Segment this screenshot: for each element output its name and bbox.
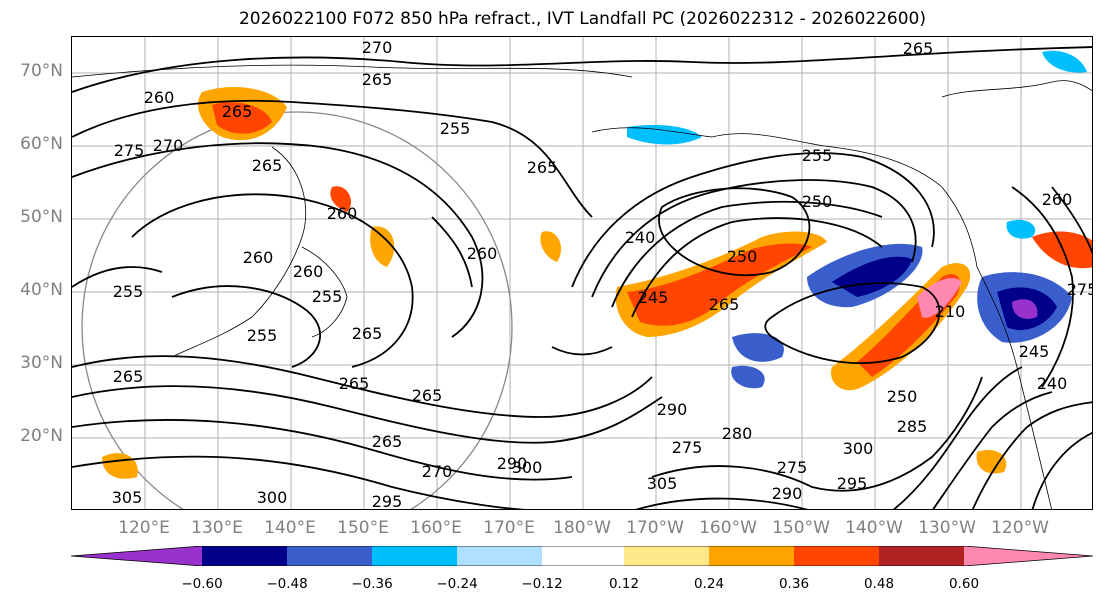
colorbar-segment	[71, 546, 202, 566]
contour-label: 270	[422, 462, 453, 481]
contour-label: 280	[722, 424, 753, 443]
colorbar-tick-label: 0.36	[778, 576, 810, 592]
contour-label: 245	[638, 288, 669, 307]
colorbar-tick-label: −0.36	[351, 576, 393, 592]
contour-label: 265	[252, 156, 283, 175]
colorbar-segment	[457, 546, 542, 566]
contour-label: 260	[293, 262, 324, 281]
contour-label: 270	[362, 38, 393, 57]
lon-label: 150°W	[772, 518, 830, 538]
lon-label: 140°W	[845, 518, 903, 538]
contour-label: 255	[312, 287, 343, 306]
contour-label: 295	[837, 474, 868, 493]
contour-label: 285	[897, 417, 928, 436]
contour-label: 265	[372, 432, 403, 451]
contour-label: 250	[887, 387, 918, 406]
colorbar-tick-label: 0.60	[948, 576, 980, 592]
contour-label: 305	[647, 474, 678, 493]
contour-label: 255	[440, 119, 471, 138]
colorbar-tick-label: 0.48	[863, 576, 895, 592]
contour-label: 265	[352, 324, 383, 343]
contour-label: 275	[1067, 280, 1093, 299]
colorbar-segment	[964, 546, 1093, 566]
contour-label: 300	[843, 439, 874, 458]
contour-label: 250	[802, 192, 833, 211]
colorbar-segment	[372, 546, 457, 566]
colorbar-segment	[709, 546, 794, 566]
lon-label: 150°E	[337, 518, 389, 538]
lon-label: 170°E	[483, 518, 535, 538]
colorbar-tick-label: −0.48	[266, 576, 308, 592]
contour-label: 260	[144, 88, 175, 107]
lat-label: 40°N	[20, 280, 63, 300]
contour-label: 300	[512, 458, 543, 477]
colorbar	[71, 546, 1093, 566]
contour-label: 305	[112, 488, 143, 507]
contour-label: 270	[153, 136, 184, 155]
colorbar-tick-label: 0.24	[693, 576, 725, 592]
lon-label: 120°W	[991, 518, 1049, 538]
colorbar-segment	[287, 546, 372, 566]
contour-label: 260	[1042, 190, 1073, 209]
colorbar-segment	[202, 546, 287, 566]
contour-label: 300	[257, 488, 288, 507]
contour-label: 265	[527, 158, 558, 177]
contour-label: 255	[802, 146, 833, 165]
lon-label: 120°E	[118, 518, 170, 538]
lon-label: 130°W	[918, 518, 976, 538]
contour-label: 265	[903, 39, 934, 58]
colorbar-tick-label: −0.60	[181, 576, 223, 592]
contour-label: 265	[222, 102, 253, 121]
contour-label: 255	[113, 282, 144, 301]
contour-label: 290	[772, 484, 803, 503]
map-title: 2026022100 F072 850 hPa refract., IVT La…	[238, 9, 926, 29]
contour-label: 265	[339, 374, 370, 393]
lon-label: 130°E	[191, 518, 243, 538]
contour-label: 265	[412, 386, 443, 405]
lat-label: 20°N	[20, 426, 63, 446]
contour-label: 265	[113, 367, 144, 386]
lat-label: 30°N	[20, 353, 63, 373]
map-panel: 270 265 265 260 265 255 270 275 265 255 …	[71, 36, 1093, 510]
contour-label: 255	[247, 326, 278, 345]
contour-label: 265	[362, 70, 393, 89]
lon-label: 160°W	[699, 518, 757, 538]
contour-label: 250	[727, 247, 758, 266]
colorbar-segment	[879, 546, 964, 566]
contour-label: 260	[467, 244, 498, 263]
lon-label: 180°W	[553, 518, 611, 538]
colorbar-segment	[542, 546, 624, 566]
contour-label: 210	[935, 302, 966, 321]
colorbar-segment	[794, 546, 879, 566]
contour-label: 295	[372, 492, 403, 510]
anomaly-shading	[102, 50, 1092, 479]
contour-label: 245	[1019, 342, 1050, 361]
lat-label: 50°N	[20, 207, 63, 227]
colorbar-segment	[624, 546, 709, 566]
lon-label: 160°E	[410, 518, 462, 538]
contour-lines	[72, 46, 1092, 509]
colorbar-tick-label: 0.12	[608, 576, 640, 592]
contour-label: 260	[243, 248, 274, 267]
lat-label: 60°N	[20, 134, 63, 154]
lat-label: 70°N	[20, 61, 63, 81]
colorbar-tick-label: −0.24	[436, 576, 478, 592]
contour-label: 260	[327, 204, 358, 223]
range-circle	[81, 111, 513, 509]
contour-label-group: 270 265 265 260 265 255 270 275 265 255 …	[112, 38, 1093, 510]
contour-label: 265	[709, 295, 740, 314]
contour-label: 275	[777, 458, 808, 477]
lon-label: 140°E	[264, 518, 316, 538]
map-svg: 270 265 265 260 265 255 270 275 265 255 …	[72, 37, 1093, 510]
contour-label: 290	[657, 400, 688, 419]
colorbar-tick-label: −0.12	[521, 576, 563, 592]
contour-label: 275	[672, 438, 703, 457]
contour-label: 240	[625, 228, 656, 247]
contour-label: 290	[497, 454, 528, 473]
contour-label: 275	[114, 141, 145, 160]
lon-label: 170°W	[626, 518, 684, 538]
contour-label: 240	[1037, 374, 1068, 393]
